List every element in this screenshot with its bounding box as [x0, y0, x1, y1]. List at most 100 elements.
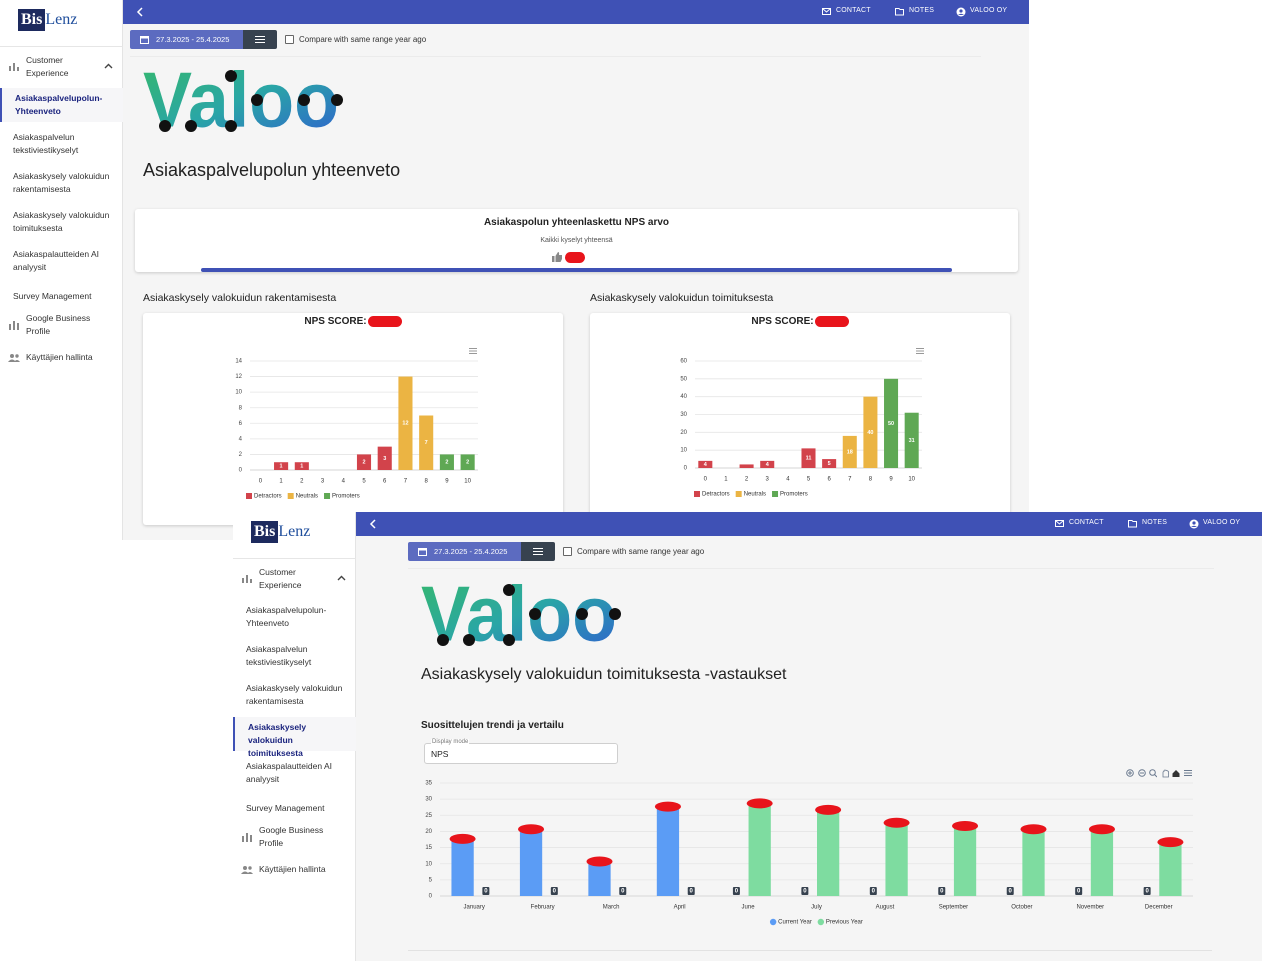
nav-group-label: Customer Experience — [259, 567, 302, 590]
redaction — [518, 824, 545, 835]
redaction — [815, 804, 842, 815]
nav-group[interactable]: Customer Experience — [233, 559, 356, 599]
legend: Detractors Neutrals Promoters — [694, 491, 808, 498]
legend: Current Year Previous Year — [769, 918, 863, 926]
x-tick-label: 7 — [848, 477, 852, 483]
nav-item[interactable]: Asiakaspalautteiden AI analyysit — [233, 756, 356, 790]
data-label-box — [938, 887, 946, 895]
data-label: 2 — [445, 460, 448, 466]
top-action[interactable]: NOTES — [895, 0, 965, 24]
nav-item[interactable]: Google Business Profile — [233, 824, 356, 850]
x-tick-label: 8 — [869, 477, 873, 483]
x-tick-label: 10 — [908, 477, 915, 483]
legend-label: Current Year — [778, 920, 812, 926]
chart-menu — [469, 348, 477, 354]
logo-dot — [185, 120, 197, 132]
nav-item[interactable]: Asiakaskysely valokuidun toimituksesta — [233, 717, 356, 758]
logo-dot — [251, 94, 263, 106]
top-action[interactable]: VALOO OY — [1189, 512, 1259, 536]
top-action[interactable]: NOTES — [1128, 512, 1198, 536]
nps-score-label: NPS SCORE: — [751, 316, 814, 327]
data-label-box — [482, 887, 490, 895]
legend-item[interactable]: Neutrals — [287, 493, 318, 500]
compare-checkbox[interactable] — [563, 547, 572, 556]
top-action-icon — [1189, 519, 1199, 529]
nav-item[interactable]: Käyttäjien hallinta — [0, 351, 123, 377]
display-mode-field[interactable]: Display mode NPS — [424, 739, 618, 764]
bar — [1090, 828, 1114, 896]
nav-item[interactable]: Asiakaskysely valokuidun rakentamisesta — [0, 166, 123, 200]
nav-item[interactable]: Survey Management — [233, 798, 356, 818]
bar — [885, 821, 908, 896]
sidebar: Bis Lenz Customer Experience Asiakaspalvelu… — [0, 0, 123, 540]
top-action[interactable]: CONTACT — [1055, 512, 1125, 536]
legend: Detractors Neutrals Promoters — [246, 493, 360, 500]
calendar-icon — [418, 548, 427, 556]
y-tick-label: 20 — [680, 430, 687, 436]
nav-item[interactable]: Asiakaspalvelun tekstiviestikyselyt — [233, 639, 356, 673]
page-title: Asiakaskysely valokuidun toimituksesta -… — [421, 666, 787, 683]
compare-checkbox[interactable] — [285, 35, 294, 44]
nav-item[interactable]: Asiakaspalvelupolun-Yhteenveto — [0, 88, 123, 122]
legend-item[interactable]: Current Year — [769, 918, 812, 926]
legend-item[interactable]: Neutrals — [735, 491, 766, 498]
nav-item[interactable]: Asiakaspalautteiden AI analyysit — [0, 244, 123, 278]
nav-item[interactable]: Survey Management — [0, 286, 123, 306]
legend-item[interactable]: Promoters — [324, 493, 360, 500]
y-tick-label: 6 — [239, 421, 243, 427]
chart-tool — [1126, 769, 1134, 777]
nav-group[interactable]: Customer Experience — [0, 47, 123, 87]
legend-swatch — [694, 491, 700, 497]
y-tick-label: 0 — [239, 468, 243, 474]
legend-label: Previous Year — [826, 920, 863, 926]
x-tick-label: 0 — [259, 479, 263, 485]
legend-label: Neutrals — [296, 494, 318, 500]
x-tick-label: 3 — [321, 479, 325, 485]
legend-item[interactable]: Detractors — [694, 491, 730, 498]
menu-button[interactable] — [243, 30, 277, 49]
nav-item-label: Asiakaspalvelun tekstiviestikyselyt — [13, 132, 79, 155]
divider — [233, 558, 356, 559]
top-action-icon — [1128, 520, 1137, 528]
x-tick-label: April — [674, 905, 686, 911]
date-range: 27.3.2025 - 25.4.2025 — [434, 547, 508, 556]
redaction — [746, 798, 773, 809]
section-heading: Asiakaskysely valokuidun toimituksesta — [590, 292, 774, 304]
x-tick-label: February — [531, 905, 555, 911]
legend-label: Promoters — [332, 494, 360, 500]
top-action-label: CONTACT — [836, 7, 871, 14]
top-action[interactable]: VALOO OY — [956, 0, 1026, 24]
bar — [842, 435, 857, 468]
nav-item-label: Google Business Profile — [259, 825, 324, 848]
bar — [748, 802, 771, 896]
bar — [884, 378, 899, 468]
nav-item[interactable]: Käyttäjien hallinta — [233, 863, 356, 889]
top-action[interactable]: CONTACT — [822, 0, 892, 24]
section-heading: Suosittelujen trendi ja vertailu — [421, 720, 564, 731]
date-range-button[interactable]: 27.3.2025 - 25.4.2025 — [130, 30, 243, 49]
top-action-label: CONTACT — [1069, 519, 1104, 526]
bar — [377, 446, 392, 470]
data-label-box — [550, 887, 558, 895]
data-label: 1 — [280, 464, 283, 470]
nav-item[interactable]: Asiakaspalvelun tekstiviestikyselyt — [0, 127, 123, 161]
nav-group-label: Customer Experience — [26, 55, 69, 78]
legend-swatch — [246, 493, 252, 499]
data-label: 0 — [690, 889, 694, 895]
nav-item-label: Asiakaskysely valokuidun rakentamisesta — [246, 683, 343, 706]
y-tick-label: 20 — [425, 829, 432, 835]
date-range-button[interactable]: 27.3.2025 - 25.4.2025 — [408, 542, 521, 561]
menu-button[interactable] — [521, 542, 555, 561]
top-action-label: VALOO OY — [970, 7, 1008, 14]
nav-item-label: Asiakaskysely valokuidun toimituksesta — [248, 722, 307, 758]
legend-item[interactable]: Promoters — [772, 491, 808, 498]
nav-item[interactable]: Asiakaskysely valokuidun rakentamisesta — [233, 678, 356, 712]
nav-item[interactable]: Asiakaspalvelupolun-Yhteenveto — [233, 600, 356, 634]
nav-item[interactable]: Asiakaskysely valokuidun toimituksesta — [0, 205, 123, 239]
legend-item[interactable]: Detractors — [246, 493, 282, 500]
legend-item[interactable]: Previous Year — [817, 918, 863, 926]
nav-item[interactable]: Google Business Profile — [0, 312, 123, 338]
nav-item-label: Google Business Profile — [26, 313, 91, 336]
